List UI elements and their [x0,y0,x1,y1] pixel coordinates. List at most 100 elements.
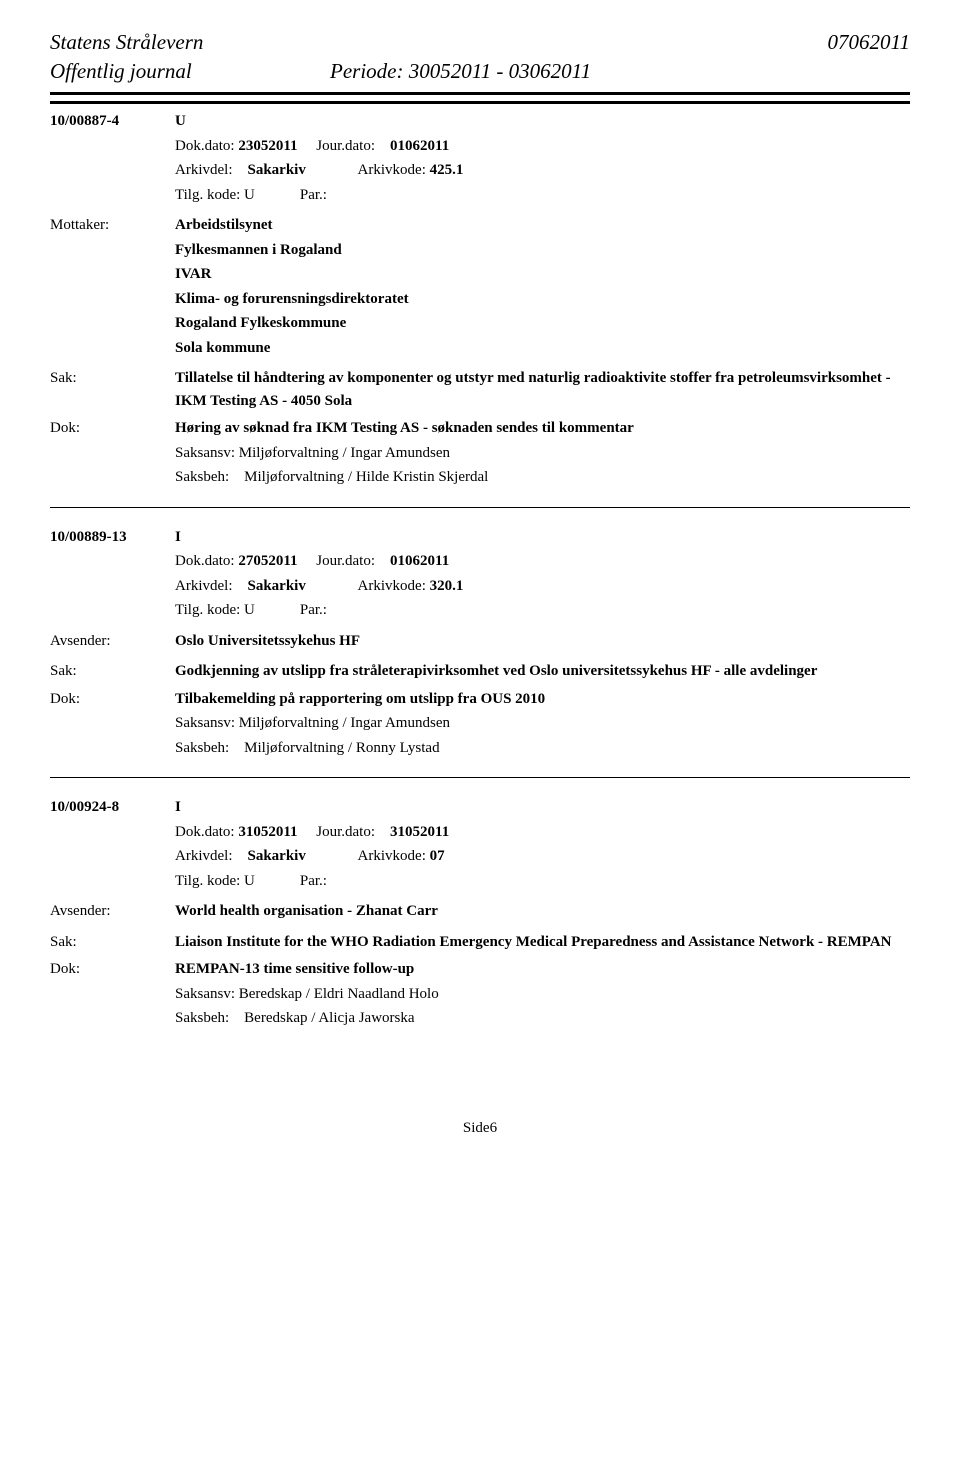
jourdato-value: 01062011 [390,138,449,154]
page-number: Side6 [463,1120,497,1136]
tilg-line: Tilg. kode: U Par.: [50,599,910,622]
dokdato-label: Dok.dato: [175,138,235,154]
dokdato-value: 27052011 [238,553,297,569]
arkivdel-label: Arkivdel: [175,578,233,594]
party-name: Arbeidstilsynet [175,214,910,237]
org-name: Statens Strålevern [50,30,203,55]
saksbeh-label: Saksbeh: [175,740,229,756]
saksansv-label: Saksansv: [175,986,235,1002]
records-container: 10/00887-4 U Dok.dato: 23052011 Jour.dat… [50,110,910,1030]
party-name: Fylkesmannen i Rogaland [50,239,910,262]
arkivdel-label: Arkivdel: [175,162,233,178]
party-name: Oslo Universitetssykehus HF [175,630,910,653]
tilgkode-label: Tilg. kode: [175,873,240,889]
saksansv-value: Miljøforvaltning / Ingar Amundsen [239,715,450,731]
saksbeh-label: Saksbeh: [175,1010,229,1026]
tilgkode-label: Tilg. kode: [175,602,240,618]
saksansv-value: Miljøforvaltning / Ingar Amundsen [239,445,450,461]
date-line: Dok.dato: 27052011 Jour.dato: 01062011 [50,550,910,573]
arkiv-line: Arkivdel: Sakarkiv Arkivkode: 320.1 [50,575,910,598]
case-ref: 10/00889-13 [50,526,175,549]
sak-text: Tillatelse til håndtering av komponenter… [175,367,910,412]
saksansv-value: Beredskap / Eldri Naadland Holo [239,986,439,1002]
dok-text: Høring av søknad fra IKM Testing AS - sø… [175,417,910,440]
saksbeh-line: Saksbeh: Beredskap / Alicja Jaworska [50,1007,910,1030]
arkivkode-value: 425.1 [430,162,464,178]
saksbeh-label: Saksbeh: [175,469,229,485]
party-label: Avsender: [50,630,175,653]
par-label: Par.: [300,187,327,203]
case-ref: 10/00924-8 [50,796,175,819]
tilgkode-value: U [244,873,255,889]
tilgkode-label: Tilg. kode: [175,187,240,203]
dok-text: REMPAN-13 time sensitive follow-up [175,958,910,981]
jourdato-value: 31052011 [390,824,449,840]
arkivdel-label: Arkivdel: [175,848,233,864]
saksansv-line: Saksansv: Miljøforvaltning / Ingar Amund… [50,712,910,735]
record-separator [50,777,910,778]
arkivkode-value: 07 [430,848,445,864]
header-rule-bottom [50,101,910,104]
jourdato-label: Jour.dato: [316,553,375,569]
date-line: Dok.dato: 31052011 Jour.dato: 31052011 [50,821,910,844]
saksansv-label: Saksansv: [175,445,235,461]
party-label: Avsender: [50,900,175,923]
page-footer: Side6 [50,1120,910,1137]
arkivkode-label: Arkivkode: [358,162,426,178]
sak-text: Liaison Institute for the WHO Radiation … [175,931,910,954]
header-line-1: Statens Strålevern 07062011 [50,30,910,55]
dok-label: Dok: [50,688,175,711]
tilgkode-value: U [244,602,255,618]
header-rule-top [50,92,910,95]
case-ref: 10/00887-4 [50,110,175,133]
sak-label: Sak: [50,660,175,686]
arkivdel-value: Sakarkiv [248,848,306,864]
journal-record: 10/00924-8 I Dok.dato: 31052011 Jour.dat… [50,796,910,1030]
periode-value-text: 30052011 - 03062011 [409,59,591,84]
periode-label: Periode: [330,59,403,84]
arkivkode-label: Arkivkode: [358,578,426,594]
party-label: Mottaker: [50,214,175,237]
tilg-line: Tilg. kode: U Par.: [50,870,910,893]
par-label: Par.: [300,602,327,618]
journal-title: Offentlig journal [50,59,330,84]
saksbeh-line: Saksbeh: Miljøforvaltning / Ronny Lystad [50,737,910,760]
tilg-line: Tilg. kode: U Par.: [50,184,910,207]
dok-label: Dok: [50,417,175,440]
jourdato-value: 01062011 [390,553,449,569]
saksbeh-value: Beredskap / Alicja Jaworska [244,1010,414,1026]
header-line-2: Offentlig journal Periode: 30052011 - 03… [50,59,910,84]
dokdato-value: 23052011 [238,138,297,154]
saksansv-line: Saksansv: Miljøforvaltning / Ingar Amund… [50,442,910,465]
party-name: World health organisation - Zhanat Carr [175,900,910,923]
direction: I [175,526,910,549]
arkivdel-value: Sakarkiv [248,578,306,594]
saksansv-label: Saksansv: [175,715,235,731]
saksbeh-value: Miljøforvaltning / Hilde Kristin Skjerda… [244,469,488,485]
sak-label: Sak: [50,931,175,957]
direction: I [175,796,910,819]
arkiv-line: Arkivdel: Sakarkiv Arkivkode: 425.1 [50,159,910,182]
jourdato-label: Jour.dato: [316,824,375,840]
date-line: Dok.dato: 23052011 Jour.dato: 01062011 [50,135,910,158]
arkivkode-value: 320.1 [430,578,464,594]
dokdato-label: Dok.dato: [175,553,235,569]
direction: U [175,110,910,133]
par-label: Par.: [300,873,327,889]
arkiv-line: Arkivdel: Sakarkiv Arkivkode: 07 [50,845,910,868]
dok-label: Dok: [50,958,175,981]
party-name: Rogaland Fylkeskommune [50,312,910,335]
page-header: Statens Strålevern 07062011 Offentlig jo… [50,30,910,104]
saksbeh-line: Saksbeh: Miljøforvaltning / Hilde Kristi… [50,466,910,489]
dokdato-value: 31052011 [238,824,297,840]
arkivdel-value: Sakarkiv [248,162,306,178]
journal-record: 10/00889-13 I Dok.dato: 27052011 Jour.da… [50,526,910,760]
jourdato-label: Jour.dato: [316,138,375,154]
sak-label: Sak: [50,367,175,415]
tilgkode-value: U [244,187,255,203]
party-name: IVAR [50,263,910,286]
sak-text: Godkjenning av utslipp fra stråleterapiv… [175,660,910,683]
journal-record: 10/00887-4 U Dok.dato: 23052011 Jour.dat… [50,110,910,489]
saksansv-line: Saksansv: Beredskap / Eldri Naadland Hol… [50,983,910,1006]
party-name: Klima- og forurensningsdirektoratet [50,288,910,311]
